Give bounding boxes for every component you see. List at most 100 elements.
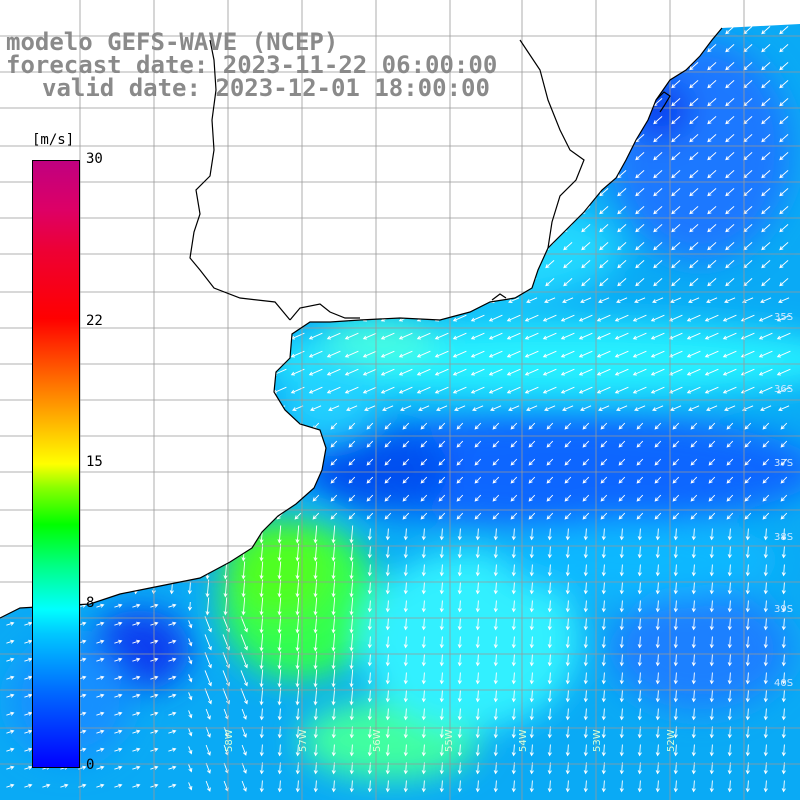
wind-arrow	[385, 744, 390, 757]
wind-arrow	[779, 80, 789, 89]
wind-arrow	[473, 134, 483, 143]
wind-arrow	[493, 564, 498, 577]
wind-arrow	[617, 206, 627, 215]
wind-arrow	[313, 669, 318, 688]
wind-arrow	[545, 278, 555, 287]
wind-arrow	[277, 708, 282, 721]
wind-arrow	[164, 386, 179, 394]
wind-arrow	[599, 188, 609, 197]
wind-arrow	[708, 512, 716, 520]
wind-arrow	[655, 780, 660, 793]
wind-arrow	[509, 224, 519, 233]
wind-arrow	[491, 80, 501, 89]
wind-arrow	[204, 652, 212, 669]
wind-arrow	[272, 350, 287, 358]
wind-arrow	[617, 62, 627, 71]
wind-arrow	[456, 458, 464, 466]
wind-arrow	[329, 170, 339, 179]
wind-arrow	[383, 116, 393, 125]
wind-arrow	[637, 546, 642, 559]
wind-arrow	[205, 762, 211, 774]
wind-arrow	[562, 405, 574, 411]
wind-arrow	[312, 512, 320, 520]
wind-arrow	[240, 512, 248, 520]
wind-arrow	[601, 546, 606, 559]
wind-arrow	[24, 512, 32, 520]
wind-arrow	[744, 512, 752, 520]
wind-arrow	[218, 368, 233, 376]
wind-arrow	[168, 621, 177, 626]
wind-arrow	[473, 224, 483, 233]
wind-arrow	[365, 26, 375, 35]
wind-arrow	[275, 278, 285, 287]
wind-arrow	[456, 494, 464, 502]
wind-arrow	[722, 368, 737, 376]
wind-arrow	[383, 260, 393, 269]
wind-arrow	[744, 440, 752, 448]
wind-arrow	[401, 152, 411, 161]
wind-arrow	[618, 422, 626, 430]
wind-arrow	[385, 672, 390, 685]
wind-arrow	[455, 260, 465, 269]
wind-arrow	[6, 711, 15, 716]
wind-arrow	[205, 726, 211, 738]
wind-arrow	[313, 561, 318, 580]
wind-arrow	[24, 711, 33, 716]
wind-arrow	[311, 278, 321, 287]
wind-arrow	[168, 476, 176, 484]
wind-arrow	[686, 314, 701, 322]
wind-arrow	[455, 206, 465, 215]
wind-arrow	[473, 278, 483, 287]
latitude-label: 36S	[774, 384, 793, 395]
wind-arrow	[5, 152, 15, 161]
wind-arrow	[709, 618, 714, 631]
wind-arrow	[239, 206, 249, 215]
wind-arrow	[384, 494, 392, 502]
wind-arrow	[167, 152, 177, 161]
wind-arrow	[258, 494, 266, 502]
wind-arrow	[493, 582, 498, 595]
wind-arrow	[745, 690, 750, 703]
wind-arrow	[475, 600, 480, 613]
wind-arrow	[635, 80, 645, 89]
wind-arrow	[238, 405, 250, 411]
wind-arrow	[96, 603, 105, 608]
wind-arrow	[257, 152, 267, 161]
wind-arrow	[295, 561, 300, 580]
wind-arrow	[524, 386, 539, 394]
wind-arrow	[707, 242, 717, 251]
wind-arrow	[257, 188, 267, 197]
wind-arrow	[779, 44, 789, 53]
wind-arrow	[24, 675, 33, 680]
wind-arrow	[617, 188, 627, 197]
wind-arrow	[257, 116, 267, 125]
wind-arrow	[781, 528, 786, 541]
wind-arrow	[529, 582, 534, 595]
wind-arrow	[745, 600, 750, 613]
wind-arrow	[583, 708, 588, 721]
wind-arrow	[614, 368, 629, 376]
wind-arrow	[131, 134, 141, 143]
wind-arrow	[5, 116, 15, 125]
wind-arrow	[781, 654, 786, 667]
wind-arrow	[509, 242, 519, 251]
wind-arrow	[329, 260, 339, 269]
wind-arrow	[779, 152, 789, 161]
wind-arrow	[511, 564, 516, 577]
wind-arrow	[745, 672, 750, 685]
wind-arrow	[632, 368, 647, 376]
wind-arrow	[5, 206, 15, 215]
wind-arrow	[6, 440, 14, 448]
wind-arrow	[475, 654, 480, 667]
wind-arrow	[439, 654, 444, 667]
wind-arrow	[403, 600, 408, 613]
wind-arrow	[653, 242, 663, 251]
wind-arrow	[421, 636, 426, 649]
wind-arrow	[635, 152, 645, 161]
wind-arrow	[545, 224, 555, 233]
wind-arrow	[565, 546, 570, 559]
wind-arrow	[132, 693, 141, 698]
wind-arrow	[239, 188, 249, 197]
wind-arrow	[277, 780, 282, 793]
wind-arrow	[403, 564, 408, 577]
